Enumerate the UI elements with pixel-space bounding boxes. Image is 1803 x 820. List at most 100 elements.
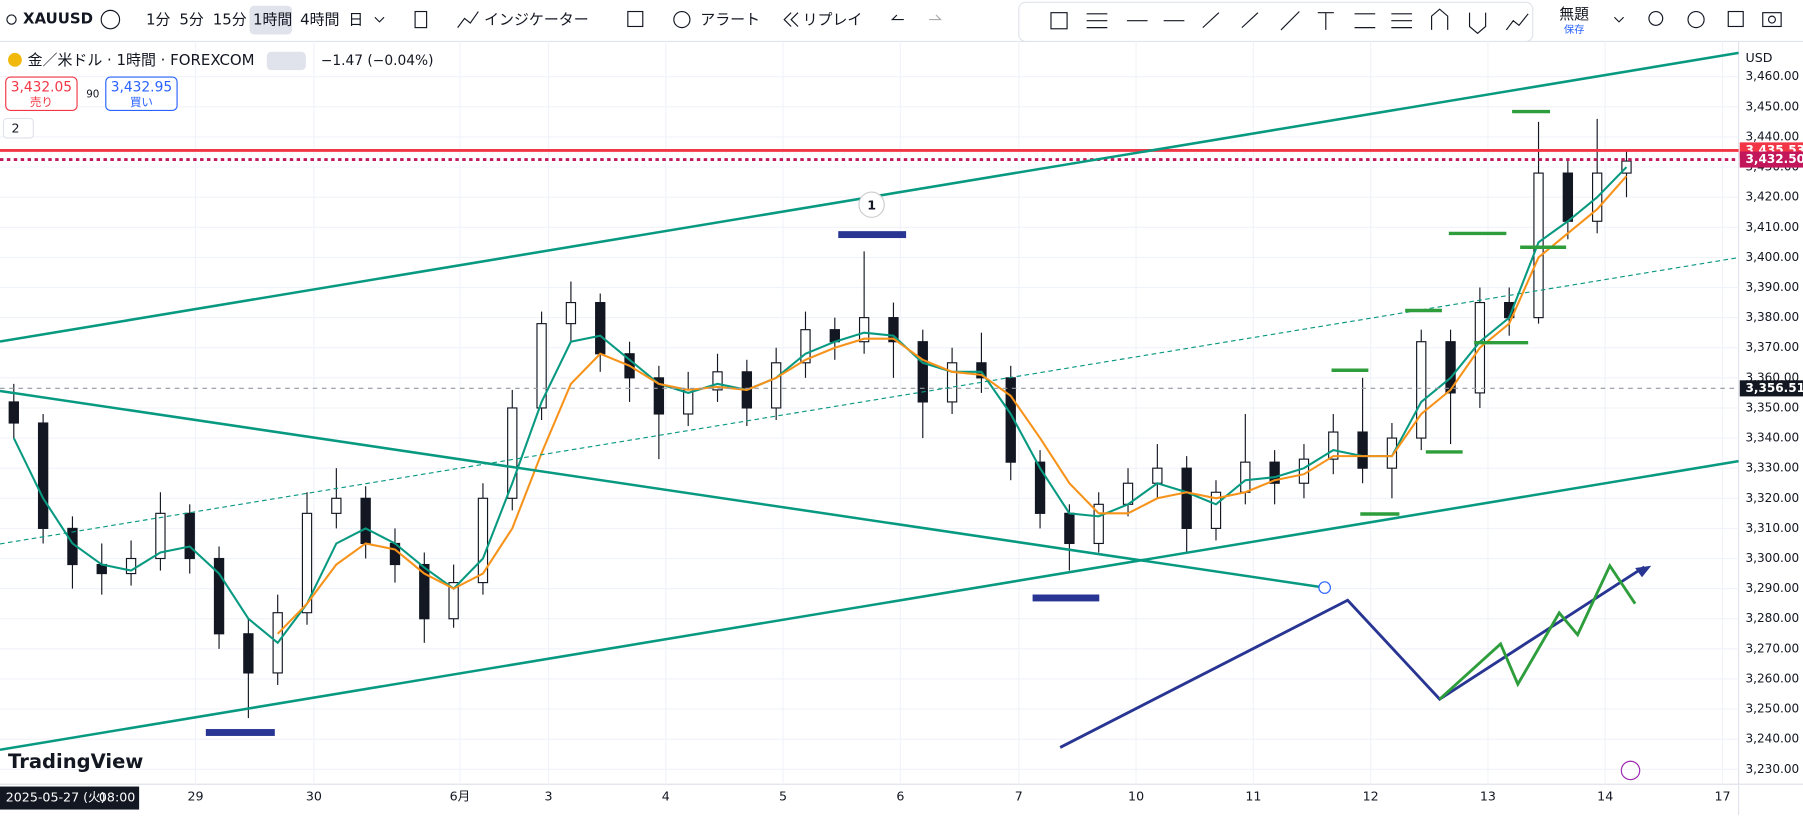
replay-icon[interactable] <box>783 12 799 27</box>
interval[interactable]: 1時間 <box>253 11 292 29</box>
x-tick-label: 3 <box>544 788 552 803</box>
candle-body <box>477 497 489 584</box>
candle-body <box>1064 512 1075 545</box>
buy-price[interactable]: 3,432.95 <box>111 79 172 95</box>
interval-active <box>249 5 293 35</box>
drawing-tools[interactable] <box>1050 8 1529 35</box>
price-label-bg <box>1739 151 1803 168</box>
layout-menu[interactable] <box>1614 16 1625 23</box>
indicators-button[interactable]: インジケーター <box>484 11 589 29</box>
x-tick-label: 29 <box>187 788 203 803</box>
alert-icon[interactable] <box>673 10 691 29</box>
replay-button[interactable]: リプレイ <box>803 11 863 29</box>
blue-zigzag <box>1059 565 1646 749</box>
level-markers <box>205 231 1100 736</box>
candle-body <box>653 377 665 415</box>
y-tick-label: 3,350.00 <box>1746 400 1800 414</box>
symbol[interactable]: XAUUSD <box>23 10 93 28</box>
x-tick-label: 13 <box>1480 788 1496 803</box>
price-label: 3,432.50 <box>1746 152 1803 166</box>
undo[interactable] <box>890 14 904 21</box>
candle-body <box>184 512 195 560</box>
y-tick-label: 3,370.00 <box>1746 340 1800 354</box>
legend-badge[interactable] <box>266 51 306 71</box>
y-tick-label: 3,380.00 <box>1746 310 1800 324</box>
interval[interactable]: 4時間 <box>300 11 339 29</box>
interval[interactable]: 1分 <box>146 11 171 29</box>
search-icon[interactable] <box>6 14 17 25</box>
plot-area <box>0 41 1739 785</box>
layouts-icon[interactable] <box>627 10 644 28</box>
candle-body <box>946 362 958 403</box>
currency: USD <box>1746 50 1773 65</box>
add-symbol[interactable] <box>100 9 121 30</box>
price-label: 3,356.51 <box>1746 381 1803 395</box>
y-tick-label: 3,230.00 <box>1746 762 1800 776</box>
cursor-date: 2025-05-27 (火) <box>6 790 106 805</box>
legend-change: −1.47 (−0.04%) <box>321 53 434 69</box>
y-tick-label: 3,250.00 <box>1746 702 1800 716</box>
y-tick-label: 3,390.00 <box>1746 280 1800 294</box>
candle-body <box>1093 503 1104 545</box>
y-tick-label: 3,340.00 <box>1746 431 1800 445</box>
interval[interactable]: 5分 <box>179 11 204 29</box>
candle-body <box>1386 437 1398 469</box>
interval[interactable]: 15分 <box>213 11 247 29</box>
alert-button[interactable]: アラート <box>700 11 760 29</box>
y-tick-label: 3,280.00 <box>1746 611 1800 625</box>
candle-body <box>37 422 49 529</box>
flash-icon[interactable] <box>1620 760 1641 781</box>
candle-body <box>1562 172 1574 222</box>
y-tick-label: 3,410.00 <box>1746 220 1800 234</box>
dashed-channel <box>0 257 1739 545</box>
buy-button[interactable] <box>105 76 178 111</box>
indicator-icon[interactable] <box>457 11 479 28</box>
chart-type-icon[interactable] <box>414 10 428 29</box>
interval[interactable]: 日 <box>348 11 363 29</box>
x-tick-label: 6月 <box>450 788 471 803</box>
candle-body <box>858 317 870 343</box>
marker-label: 1 <box>867 197 876 212</box>
sell-button[interactable] <box>5 76 78 111</box>
candle-body <box>419 563 430 620</box>
arrow-head <box>1635 565 1652 578</box>
x-tick-label: 7 <box>1015 788 1023 803</box>
sell-label[interactable]: 売り <box>30 95 53 109</box>
moving-average <box>276 175 1628 635</box>
y-tick-label: 3,320.00 <box>1746 491 1800 505</box>
redo[interactable] <box>929 14 942 21</box>
brand: TradingView <box>8 750 143 773</box>
interval-menu[interactable] <box>374 16 385 23</box>
y-tick-label: 3,440.00 <box>1746 129 1800 143</box>
candle-body <box>1210 491 1222 529</box>
moving-average <box>12 166 1628 645</box>
candle-body <box>301 512 313 614</box>
collapsed-count[interactable]: 2 <box>11 120 19 135</box>
y-tick-label: 3,270.00 <box>1746 641 1800 655</box>
y-tick-label: 3,400.00 <box>1746 250 1800 264</box>
candle-body <box>1357 431 1368 469</box>
candle-body <box>536 323 547 409</box>
x-tick-label: 11 <box>1245 788 1261 803</box>
cursor-time: 08:00 <box>99 790 135 805</box>
candle-body <box>360 497 371 545</box>
layout-name[interactable]: 無題 <box>1559 5 1589 23</box>
x-tick-label: 4 <box>662 788 670 803</box>
x-tick-label: 14 <box>1597 788 1613 803</box>
candle-body <box>595 301 606 355</box>
candle-body <box>1533 172 1544 319</box>
drawing-toolbar <box>1018 1 1534 42</box>
line-handle[interactable] <box>1318 581 1331 594</box>
green-markers <box>1331 109 1567 516</box>
sell-price[interactable]: 3,432.05 <box>11 79 72 95</box>
green-zigzag <box>1438 562 1637 701</box>
candle-body <box>1034 461 1046 514</box>
right-tools[interactable] <box>1648 10 1782 29</box>
symbol-icon <box>8 52 22 67</box>
candle-body <box>213 557 225 635</box>
buy-label[interactable]: 買い <box>130 95 153 109</box>
candle-body <box>770 362 782 409</box>
y-tick-label: 3,420.00 <box>1746 190 1800 204</box>
collapse-button[interactable] <box>2 117 34 139</box>
